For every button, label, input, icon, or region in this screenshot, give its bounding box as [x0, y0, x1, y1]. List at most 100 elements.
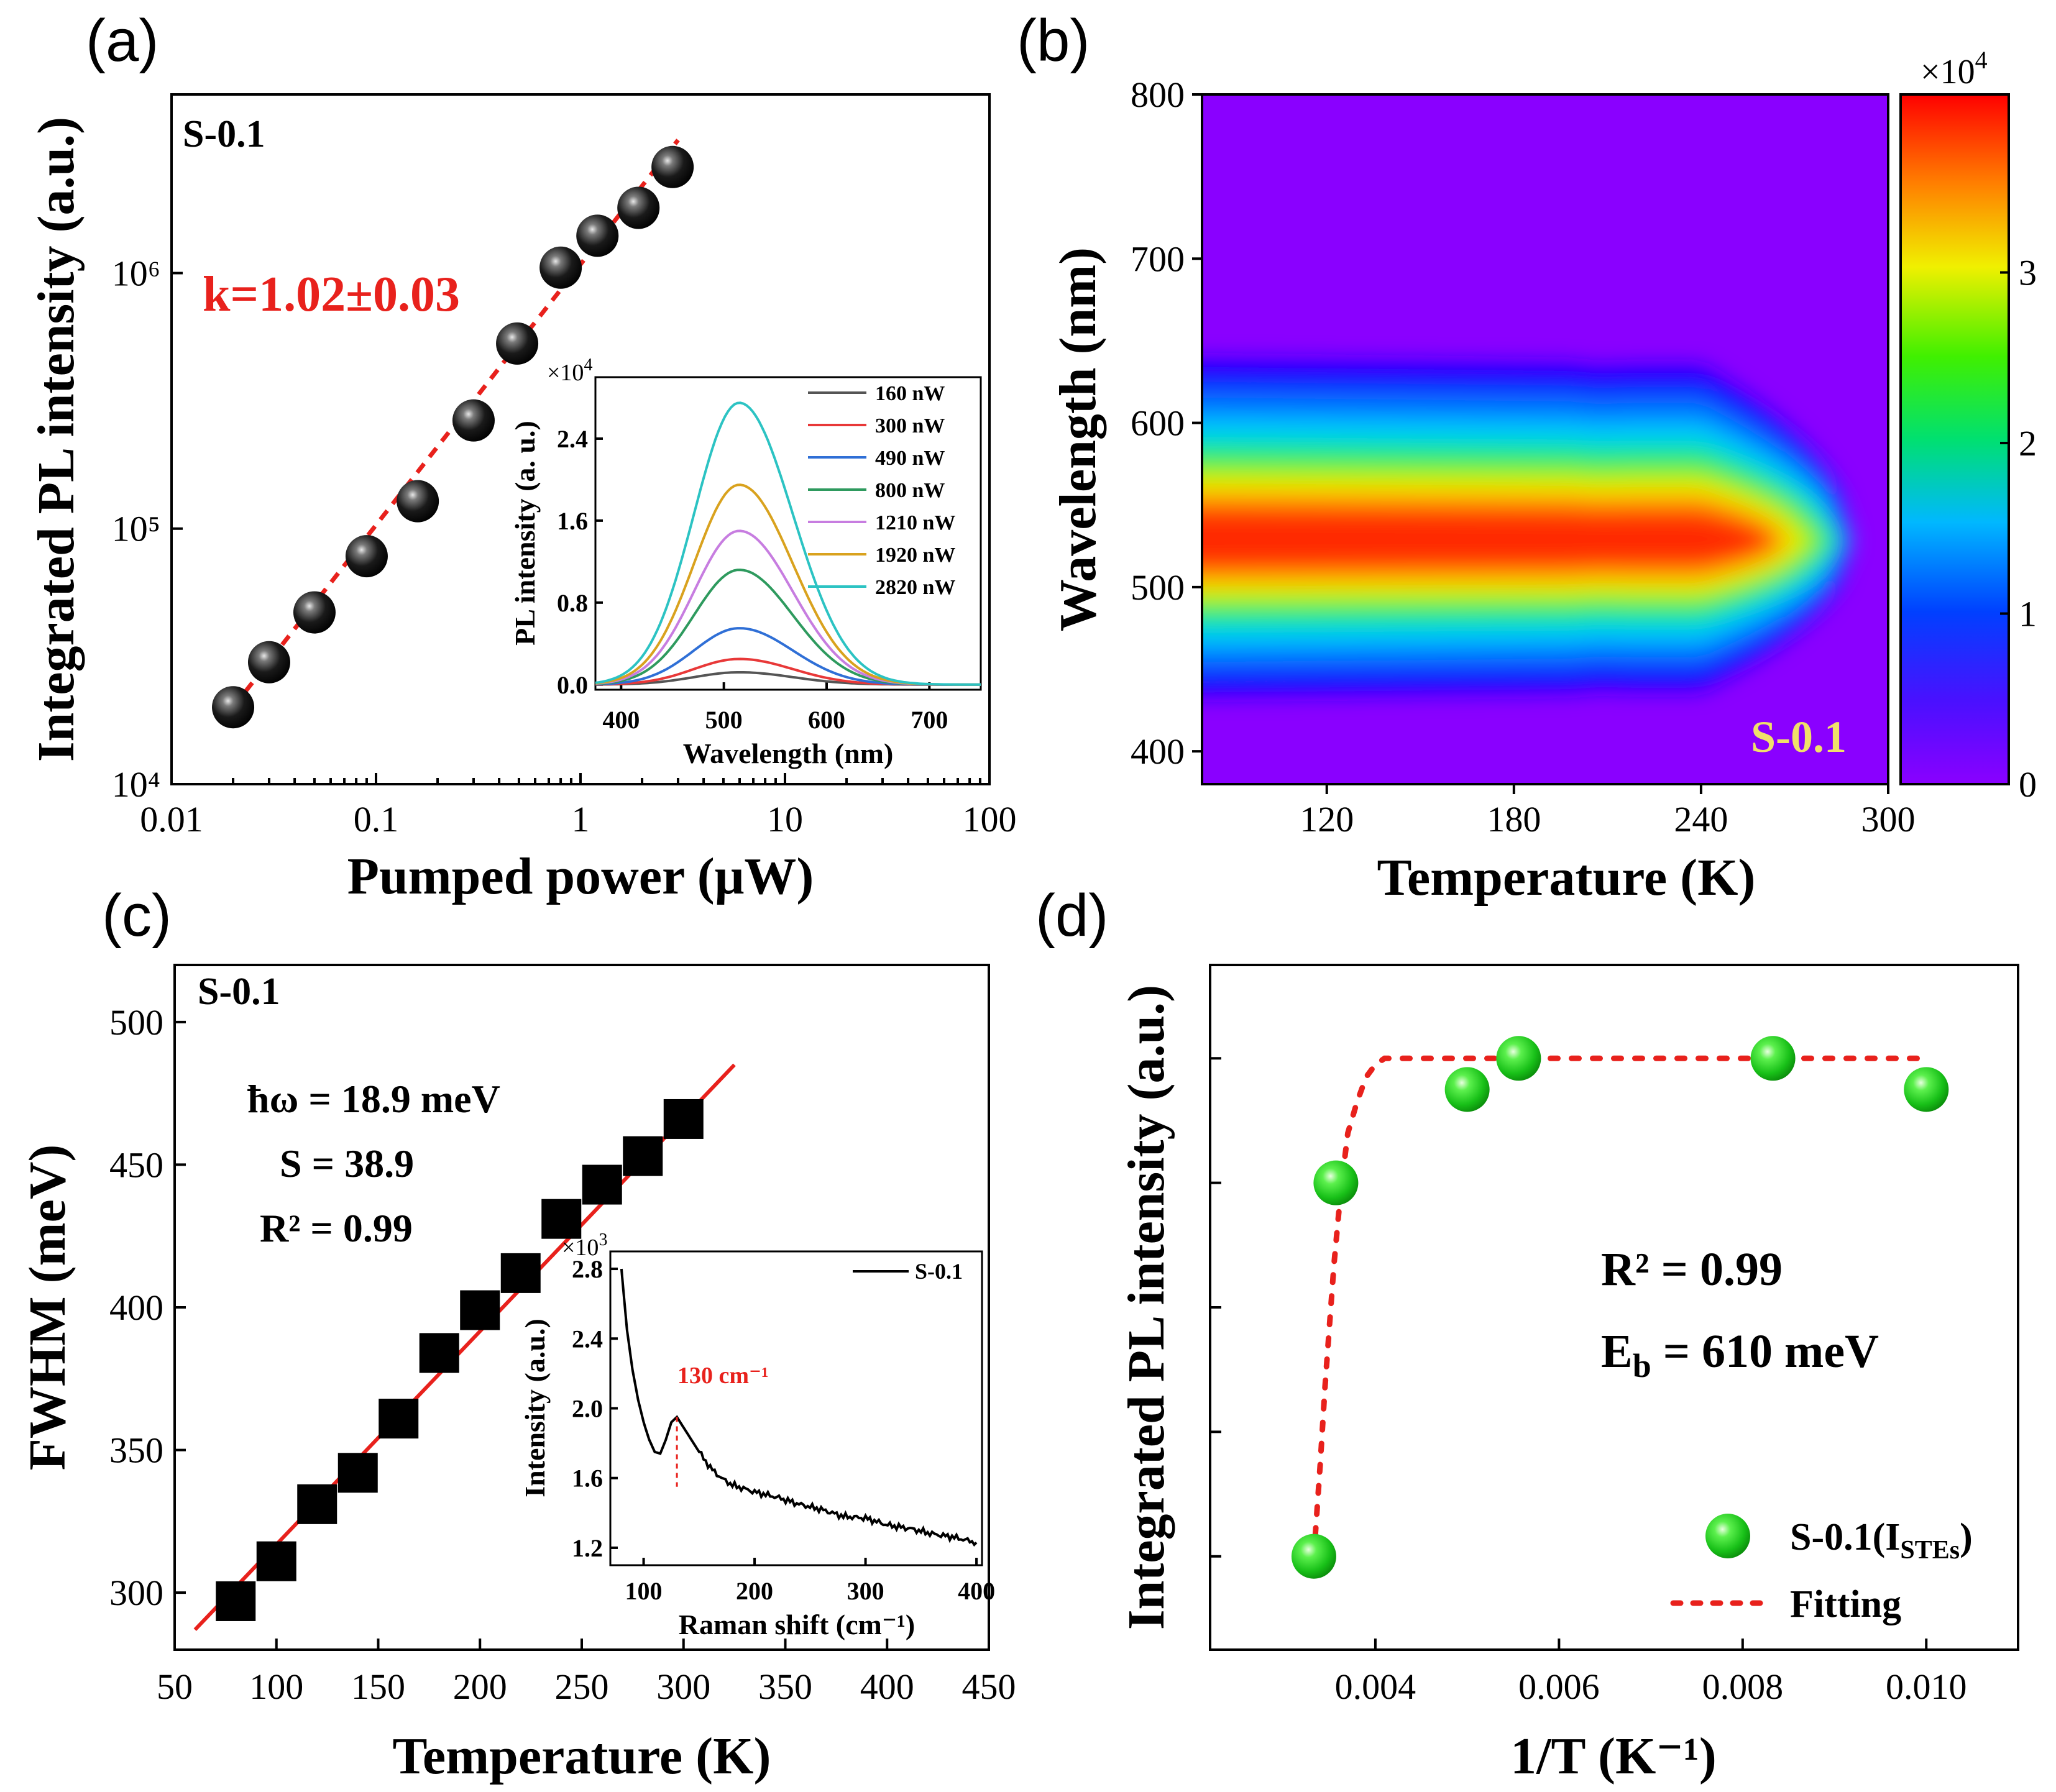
panel-a-inset-x-title: Wavelength (nm)	[683, 738, 894, 769]
panel-c-tag: (c)	[102, 882, 172, 949]
panel-a-inset-y-tick-label: 0.8	[557, 589, 588, 617]
panel-c-inset-y-title: Intensity (a.u.)	[519, 1319, 551, 1497]
panel-c-sample-label: S-0.1	[198, 971, 280, 1013]
panel-b-tag: (b)	[1017, 7, 1090, 74]
panel-a-inset: 400 500 600 700 0.0 0.8 1.6 2.4 160 nW 300 nW 490…	[509, 355, 982, 769]
panel-a-data-point	[539, 246, 582, 289]
panel-a-inset-legend: 160 nW 300 nW 490 nW 800 nW 1210 nW 1920 nW 28…	[808, 382, 955, 599]
panel-c-data-point	[297, 1484, 337, 1524]
panel-a-data-point	[212, 686, 255, 729]
panel-a-data-point	[293, 591, 336, 634]
panel-a: (a) 0.01 0.1 1 10 100 10⁴ 10⁵ 10⁶ Pumped power …	[27, 7, 1017, 905]
panel-a-inset-curves	[595, 401, 981, 686]
panel-a-data-point	[397, 480, 439, 523]
panel-a-data-point	[576, 214, 619, 257]
panel-c-x-tick-label: 400	[860, 1666, 914, 1707]
panel-b-colorbar-multiplier-exp: 4	[1975, 46, 1988, 74]
panel-b-colorbar-tick-label: 3	[2019, 253, 2037, 293]
panel-b-colorbar	[1899, 93, 2010, 785]
panel-d-data-point	[1291, 1534, 1336, 1579]
panel-a-inset-legend-label: 160 nW	[875, 382, 945, 405]
panel-c-data-point	[379, 1399, 419, 1439]
panel-c-inset-x-tick-label: 200	[736, 1577, 773, 1605]
panel-b-y-tick-label: 700	[1131, 239, 1185, 279]
panel-d-data-point	[1313, 1160, 1359, 1205]
panel-a-tag: (a)	[86, 7, 158, 74]
panel-a-inset-legend-label: 2820 nW	[875, 576, 955, 599]
panel-d-ticks: 0.004 0.006 0.008 0.010	[1210, 1057, 1967, 1707]
panel-d-x-tick-label: 0.008	[1702, 1666, 1784, 1707]
panel-d-legend-marker	[1705, 1514, 1750, 1558]
panel-c-y-axis-title: FWHM (meV)	[19, 1145, 76, 1471]
panel-a-inset-x-tick-label: 700	[911, 706, 948, 734]
panel-a-points	[212, 145, 694, 729]
panel-b-frame	[1201, 93, 1889, 785]
panel-a-y-tick-label: 10⁶	[112, 253, 160, 293]
panel-d-eb: Eb = 610 meV	[1601, 1325, 1879, 1384]
panel-c-ticks: 50 100 150 200 250 300 350 400 450 300 350 400 450 50…	[109, 1002, 1016, 1707]
panel-a-inset-multiplier: ×104	[547, 355, 592, 386]
panel-c-inset-x-tick-label: 400	[958, 1577, 995, 1605]
panel-c-inset-y-tick-label: 1.2	[572, 1534, 603, 1562]
panel-c-x-tick-label: 150	[351, 1666, 405, 1707]
panel-a-data-point	[247, 641, 290, 683]
panel-c-param-r2: R² = 0.99	[260, 1206, 413, 1250]
panel-c-inset-multiplier-base: ×10	[562, 1235, 599, 1261]
panel-a-inset-legend-label: 1920 nW	[875, 544, 955, 567]
panel-a-inset-multiplier-exp: 4	[584, 355, 592, 375]
panel-a-inset-legend-label: 300 nW	[875, 414, 945, 437]
panel-c-y-tick-label: 350	[109, 1430, 163, 1471]
panel-a-y-axis-title: Integrated PL intensity (a.u.)	[27, 117, 85, 762]
panel-c-x-tick-label: 50	[157, 1666, 193, 1707]
panel-a-inset-legend-label: 1210 nW	[875, 511, 955, 534]
panel-c-inset-x-tick-label: 300	[847, 1577, 884, 1605]
panel-c-y-tick-label: 300	[109, 1573, 163, 1613]
panel-c-inset-multiplier: ×103	[562, 1230, 607, 1261]
panel-b-colorbar-multiplier: ×104	[1921, 46, 1988, 91]
panel-c-inset: 100 200 300 400 1.2 1.6 2.0 2.4 2.8 130 cm⁻¹ S-0…	[519, 1230, 995, 1640]
panel-a-x-axis-title: Pumped power (μW)	[347, 848, 814, 905]
panel-b-ticks: 120 180 240 300 400 500 600 700 800	[1131, 75, 1916, 839]
panel-a-inset-x-tick-label: 400	[602, 706, 640, 734]
panel-c-inset-raman-line	[620, 1268, 978, 1547]
panel-c-points	[216, 1099, 704, 1621]
panel-c-x-tick-label: 450	[962, 1666, 1016, 1707]
panel-a-x-tick-label: 0.01	[140, 799, 203, 839]
panel-c-x-axis-title: Temperature (K)	[393, 1727, 771, 1785]
panel-b-heatmap	[1202, 360, 1888, 695]
panel-a-data-point	[452, 399, 495, 442]
panel-a-ticks: 0.01 0.1 1 10 100 10⁴ 10⁵ 10⁶	[112, 253, 1017, 839]
panel-c-param-s: S = 38.9	[280, 1141, 414, 1186]
panel-a-inset-legend-label: 800 nW	[875, 479, 945, 502]
panel-c-x-tick-label: 350	[758, 1666, 812, 1707]
panel-c-data-point	[663, 1099, 704, 1139]
panel-d-r2: R² = 0.99	[1601, 1243, 1783, 1296]
panel-c-inset-legend-label: S-0.1	[915, 1259, 963, 1284]
panel-c-data-point	[582, 1164, 622, 1205]
panel-b-colorbar-ticks: 0 1 2 3	[2000, 253, 2037, 805]
panel-a-x-tick-label: 0.1	[354, 799, 399, 839]
panel-a-inset-legend-label: 490 nW	[875, 447, 945, 470]
panel-b-x-axis-title: Temperature (K)	[1377, 849, 1756, 907]
panel-c-y-tick-label: 400	[109, 1287, 163, 1328]
panel-b-y-tick-label: 400	[1131, 731, 1185, 772]
panel-c-inset-y-tick-label: 2.4	[572, 1325, 603, 1353]
panel-d-legend-sample-sub: STEs	[1900, 1536, 1960, 1565]
panel-c-data-point	[256, 1541, 296, 1581]
panel-c-y-tick-label: 500	[109, 1002, 163, 1043]
panel-d-x-axis-title: 1/T (K⁻¹)	[1510, 1727, 1717, 1785]
panel-b-y-tick-label: 500	[1131, 567, 1185, 608]
panel-a-slope-annotation: k=1.02±0.03	[203, 267, 460, 322]
panel-b-heatmap-band	[1202, 508, 1888, 569]
panel-d-fit-curve	[1311, 1055, 1929, 1560]
panel-a-inset-series-line	[595, 657, 981, 686]
panel-c-data-point	[216, 1581, 256, 1621]
panel-c-inset-x-tick-label: 100	[625, 1577, 663, 1605]
panel-c-inset-frame	[609, 1250, 983, 1566]
panel-a-y-tick-label: 10⁵	[112, 509, 160, 549]
panel-b-colorbar-tick-label: 0	[2019, 764, 2037, 805]
panel-c-data-point	[460, 1290, 500, 1330]
panel-d-tag: (d)	[1035, 882, 1108, 949]
panel-d-eb-symbol: E	[1601, 1325, 1633, 1378]
panel-b-y-tick-label: 800	[1131, 75, 1185, 115]
